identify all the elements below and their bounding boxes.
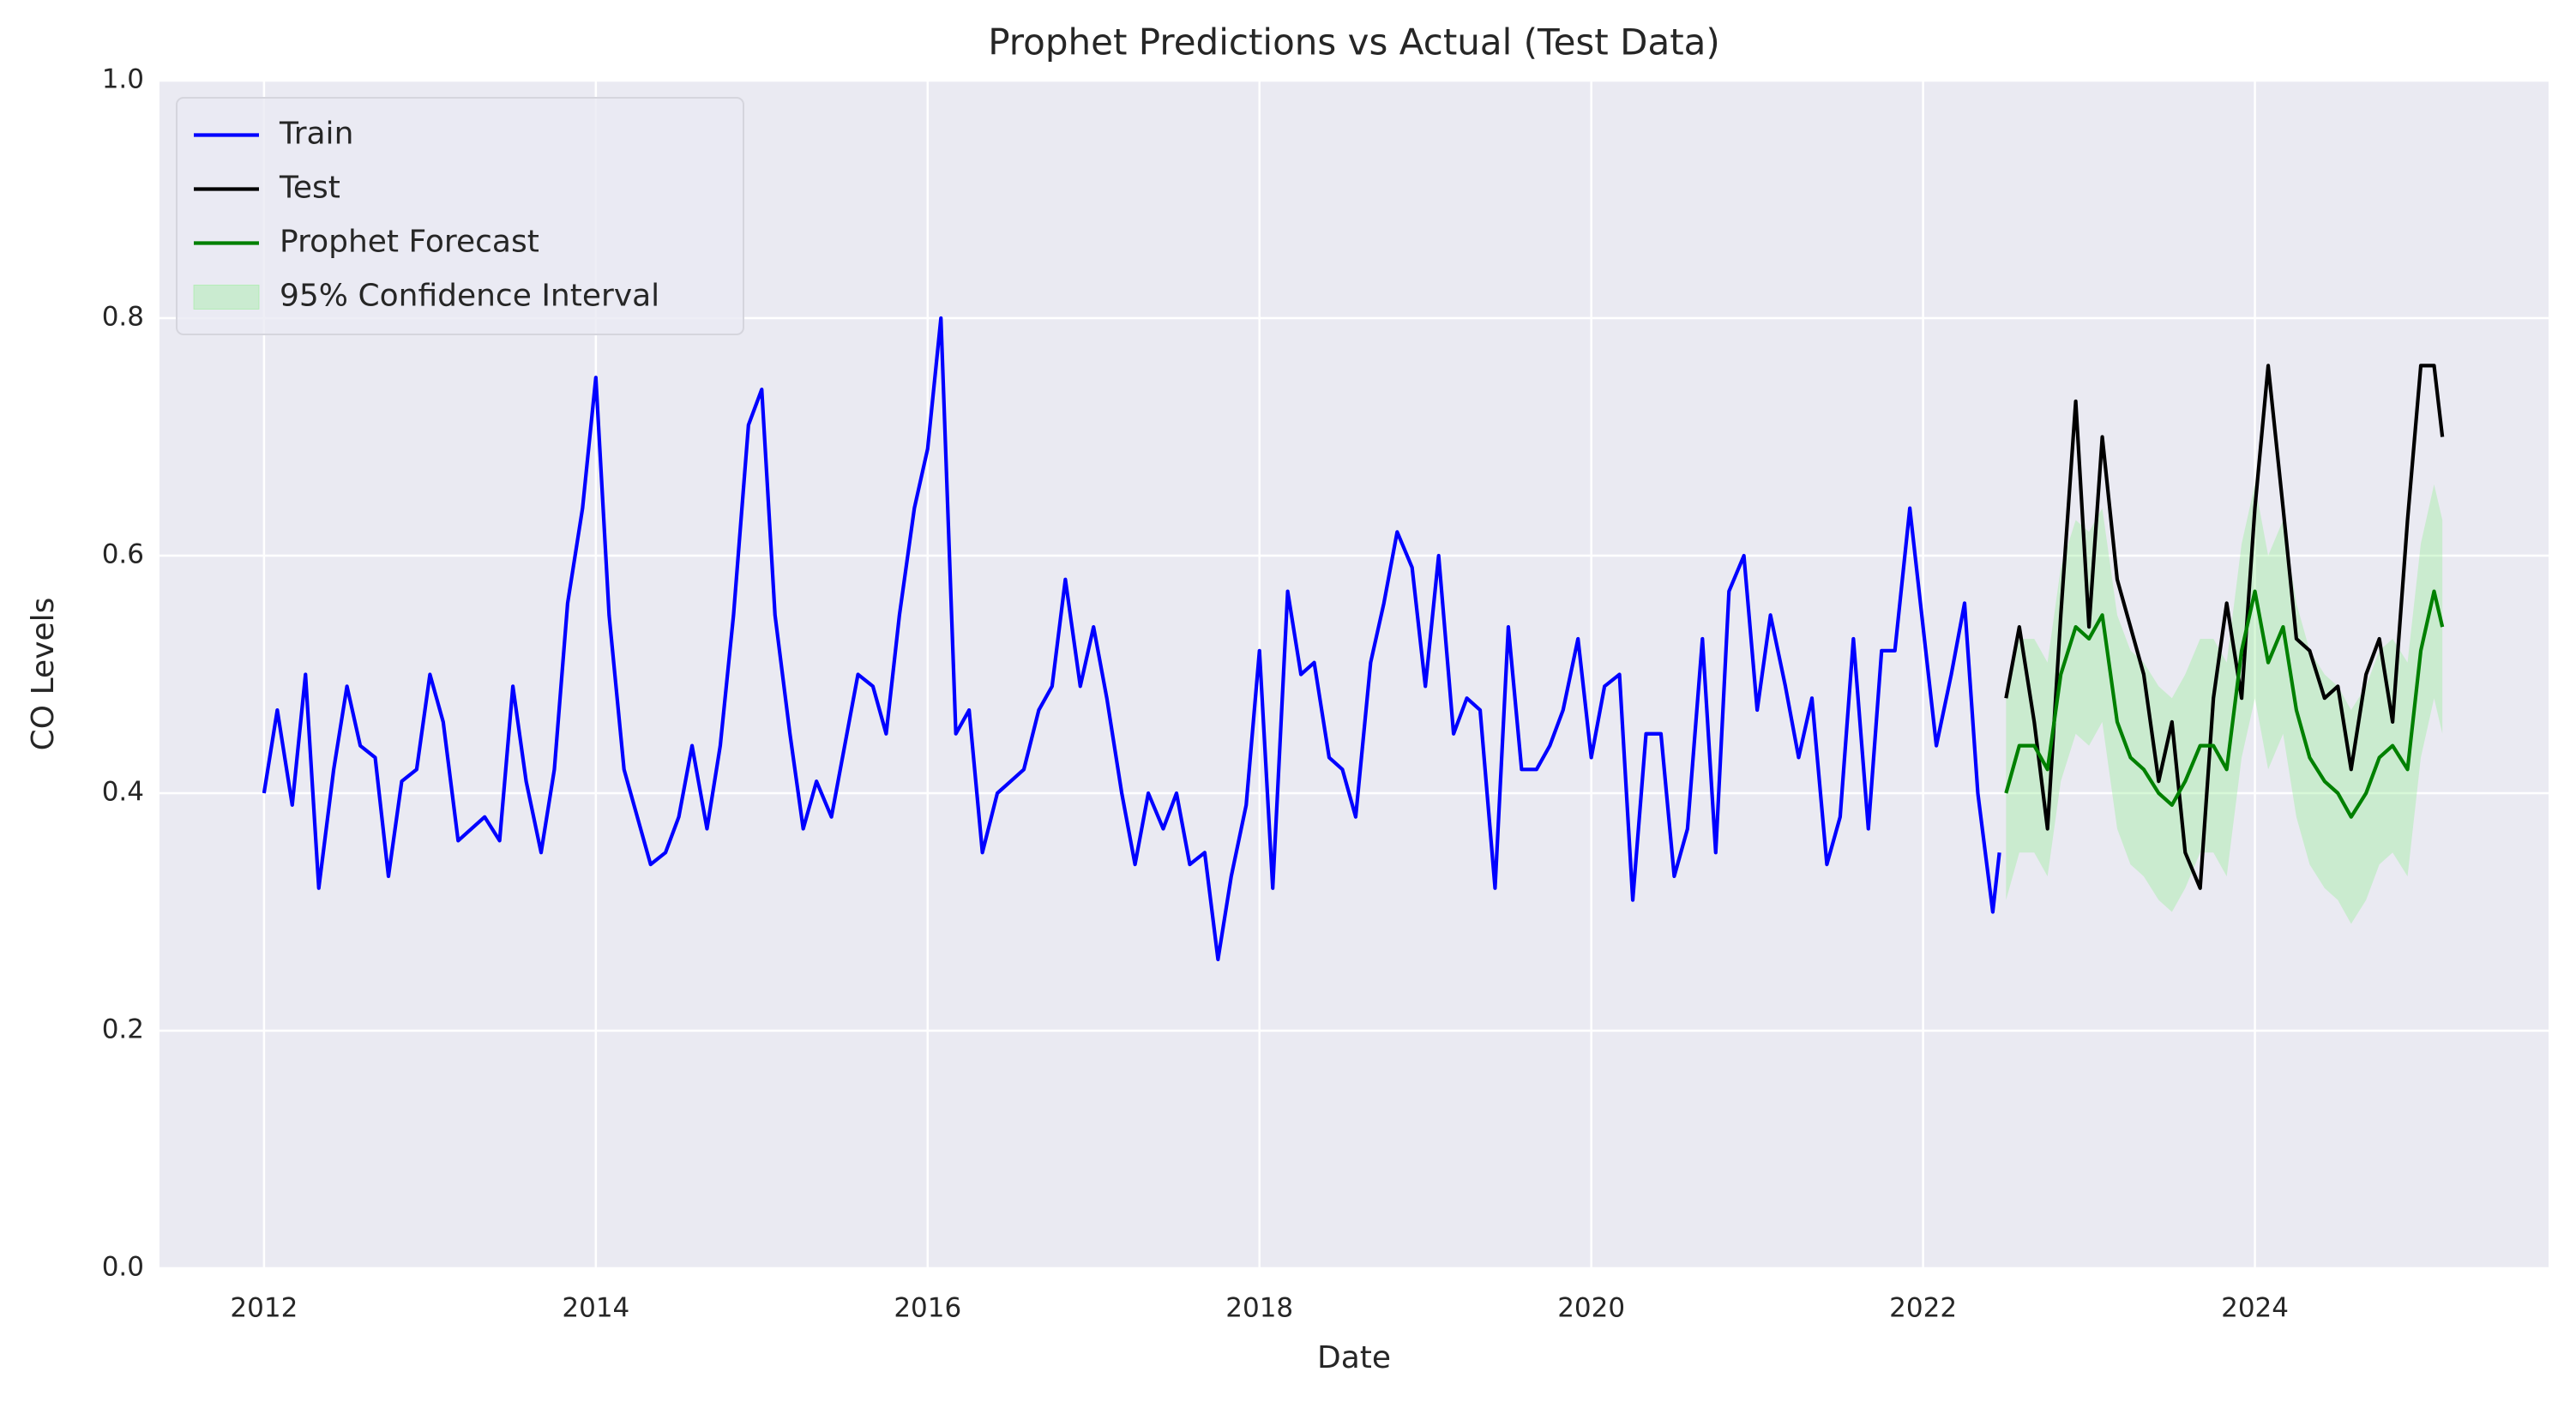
y-axis-label: CO Levels (26, 598, 61, 751)
y-tick-label: 0.6 (102, 539, 144, 570)
chart-title: Prophet Predictions vs Actual (Test Data… (988, 21, 1720, 63)
x-tick-label: 2016 (894, 1293, 961, 1324)
legend-swatch (193, 285, 260, 310)
y-tick-label: 0.4 (102, 777, 144, 808)
labels: 0.0 0.2 0.4 0.6 0.8 1.0 2012 2014 2016 2018 2020 20… (102, 64, 2289, 1324)
series-line (262, 316, 2001, 961)
y-tick-label: 0.8 (102, 302, 144, 333)
series-line (2004, 364, 2445, 890)
y-tick-label: 0.0 (102, 1252, 144, 1283)
confidence-band (2006, 484, 2443, 924)
x-tick-label: 2024 (2221, 1293, 2289, 1324)
series-line (2004, 589, 2445, 819)
x-tick-label: 2018 (1225, 1293, 1293, 1324)
x-tick-label: 2022 (1889, 1293, 1957, 1324)
x-tick-label: 2012 (230, 1293, 298, 1324)
legend-label: Train (279, 117, 353, 152)
legend-label: 95% Confidence Interval (280, 279, 659, 314)
legend-label: Test (279, 171, 340, 206)
x-axis-label: Date (1317, 1340, 1391, 1375)
marks (262, 316, 2445, 961)
legend-label: Prophet Forecast (280, 225, 539, 260)
legend-box (176, 97, 744, 335)
y-tick-label: 1.0 (102, 64, 144, 95)
x-tick-label: 2014 (562, 1293, 629, 1324)
x-tick-label: 2020 (1557, 1293, 1625, 1324)
y-tick-label: 0.2 (102, 1014, 144, 1045)
